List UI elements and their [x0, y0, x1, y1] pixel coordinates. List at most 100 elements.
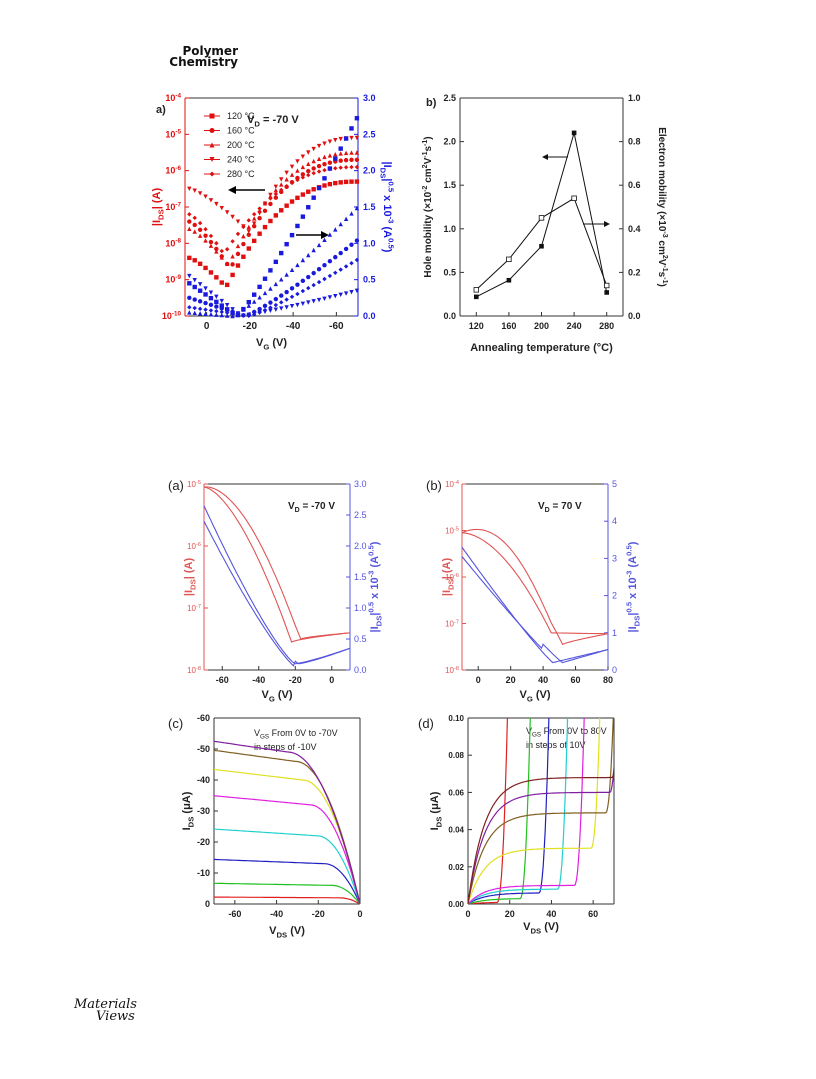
top-a-blue-point	[316, 266, 322, 272]
top-a-blue-point	[203, 292, 208, 297]
top-a-red-point	[273, 213, 279, 218]
top-a-red-point	[316, 163, 322, 169]
top-a-red-point	[235, 231, 241, 237]
journal-title-line2: Chemistry	[169, 55, 238, 69]
top-a-blue-point	[252, 299, 257, 304]
bottom-b-red-curve	[461, 528, 609, 646]
top-a-blue-point	[208, 311, 214, 317]
top-a-red-point	[187, 226, 192, 231]
top-a-blue-point	[338, 292, 343, 298]
top-a-red-point	[316, 169, 322, 174]
bottom-c-output-curve	[213, 740, 361, 905]
top-a-blue-point	[192, 284, 197, 290]
top-a-blue-point	[311, 195, 316, 200]
bottom-d-y-tick-label: 0.06	[448, 788, 464, 797]
top-a-red-point	[246, 232, 251, 238]
bottom-c-output-curve	[214, 896, 361, 905]
top-a-red-point	[284, 203, 289, 208]
top-a-blue-point	[322, 296, 327, 301]
top-a-red-point	[252, 221, 257, 226]
top-a-red-point	[192, 215, 197, 221]
bottom-c-y-tick-label: -20	[197, 837, 210, 847]
bottom-b-x-tick-label: 40	[538, 675, 548, 685]
top-a-red-point	[219, 248, 224, 254]
bottom-c-x-tick-label: -20	[312, 909, 325, 919]
top-a-red-point	[306, 161, 311, 166]
top-a-blue-point	[327, 258, 333, 264]
top-a-blue-point	[289, 286, 295, 291]
top-a-red-point	[316, 156, 322, 161]
top-a-red-point	[224, 210, 230, 215]
top-a-red-point	[241, 233, 246, 239]
top-b-right-tick-label: 0.6	[628, 180, 641, 190]
chart-bottom-a: -60 -40 -20 0 10-8 10-7 10-6 10-5 0.0 0.5 1.0 1.5 2.…	[168, 478, 383, 703]
top-a-blue-point	[295, 282, 300, 287]
top-a-blue-point	[279, 300, 284, 305]
top-a-right-tick-label: 1.5	[363, 202, 376, 212]
top-a-blue-point	[295, 262, 300, 268]
top-b-series-point	[506, 277, 512, 283]
top-a-red-point	[284, 177, 289, 182]
bottom-a-x-tick-label: 0	[329, 675, 334, 685]
top-a-blue-point	[262, 290, 268, 296]
top-a-red-point	[343, 179, 349, 185]
top-a-red-point	[224, 247, 230, 252]
top-a-left-tick-label: 10-8	[165, 238, 181, 249]
bottom-a-x-tick-label: -60	[216, 675, 229, 685]
top-a-red-point	[354, 135, 360, 141]
top-a-blue-point	[322, 237, 327, 242]
top-a-blue-point	[279, 293, 284, 298]
top-a-left-tick-label: 10-10	[162, 310, 182, 321]
top-a-blue-point	[192, 310, 197, 316]
top-a-blue-point	[203, 307, 208, 312]
top-a-red-point	[192, 258, 197, 263]
top-a-blue-point	[306, 300, 311, 305]
top-a-left-tick-label: 10-5	[165, 129, 181, 140]
bottom-a-red-curve	[203, 486, 351, 640]
top-a-red-point	[268, 196, 273, 201]
top-b-right-tick-label: 1.0	[628, 93, 641, 103]
bottom-b-right-label: |IDS|0.5 x 10-3 (A0.5)	[625, 541, 642, 632]
top-a-blue-point	[273, 281, 279, 287]
top-b-x-tick-label: 240	[567, 321, 582, 331]
top-a-blue-point	[327, 273, 333, 279]
top-a-red-point	[203, 265, 208, 271]
top-a-red-point	[300, 172, 306, 177]
top-a-blue-point	[257, 284, 262, 290]
bottom-b-x-tick-label: 60	[571, 675, 581, 685]
top-b-series-point	[538, 215, 545, 221]
chart-top-a: 0 -20 -40 -60 10-10 10-9 10-8 10-7 10-6 10-5 10-4 0…	[151, 92, 395, 351]
top-a-red-point	[284, 170, 289, 176]
top-a-red-point	[235, 251, 241, 257]
top-a-legend-marker	[209, 128, 215, 133]
top-a-blue-point	[284, 305, 289, 310]
bottom-d-output-curve	[468, 718, 585, 904]
top-a-red-point	[208, 233, 214, 239]
top-b-arrow-right-head	[604, 221, 610, 227]
top-a-red-point	[306, 189, 311, 194]
top-a-red-point	[187, 212, 192, 217]
top-a-x-tick-label: -20	[243, 321, 258, 332]
top-a-red-point	[354, 150, 360, 155]
top-a-blue-point	[338, 267, 343, 272]
top-a-red-point	[246, 229, 251, 234]
top-a-blue-point	[354, 238, 360, 243]
top-a-red-point	[219, 280, 224, 285]
top-a-blue-point	[219, 303, 224, 308]
bottom-a-right-tick-label: 0.0	[354, 665, 367, 675]
top-a-blue-point	[322, 263, 327, 268]
top-a-blue-point	[289, 232, 295, 238]
bottom-d-x-label: VDS (V)	[523, 921, 559, 935]
bottom-d-output-curve	[468, 718, 550, 904]
top-a-blue-point	[273, 296, 279, 302]
top-a-blue-point	[354, 116, 360, 121]
top-a-blue-point	[262, 309, 268, 315]
top-a-blue-point	[197, 282, 203, 287]
top-a-blue-point	[214, 312, 219, 317]
top-a-red-point	[246, 246, 251, 251]
top-a-red-point	[338, 151, 343, 156]
top-a-blue-point	[354, 205, 360, 211]
top-a-red-point	[257, 206, 262, 211]
top-b-right-tick-label: 0.4	[628, 224, 641, 234]
top-a-blue-point	[327, 166, 333, 171]
